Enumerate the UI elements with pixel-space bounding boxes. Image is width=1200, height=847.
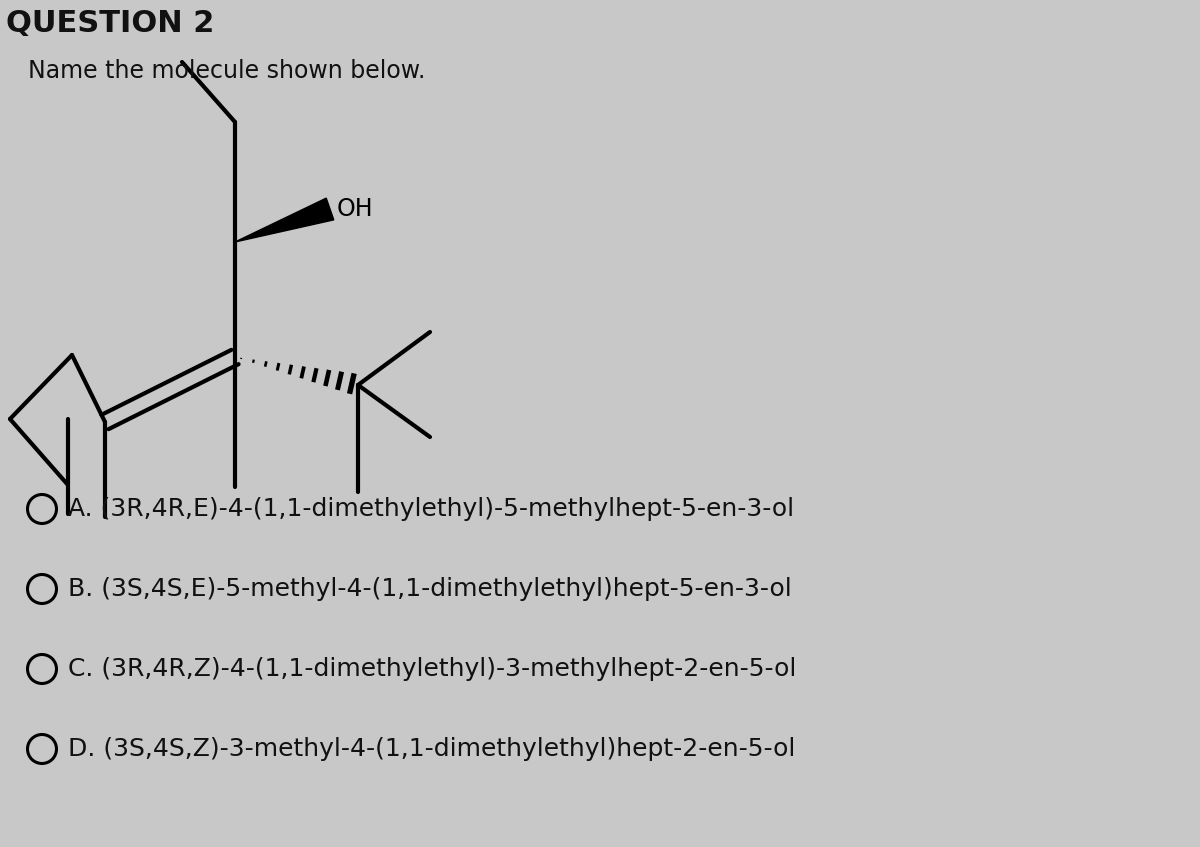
Text: A. (3R,4R,E)-4-(1,1-dimethylethyl)-5-methylhept-5-en-3-ol: A. (3R,4R,E)-4-(1,1-dimethylethyl)-5-met… — [68, 497, 794, 521]
Text: OH: OH — [337, 197, 373, 221]
Text: D. (3S,4S,Z)-3-methyl-4-(1,1-dimethylethyl)hept-2-en-5-ol: D. (3S,4S,Z)-3-methyl-4-(1,1-dimethyleth… — [68, 737, 796, 761]
Text: QUESTION 2: QUESTION 2 — [6, 9, 215, 38]
Text: C. (3R,4R,Z)-4-(1,1-dimethylethyl)-3-methylhept-2-en-5-ol: C. (3R,4R,Z)-4-(1,1-dimethylethyl)-3-met… — [68, 657, 797, 681]
Text: Name the molecule shown below.: Name the molecule shown below. — [28, 59, 425, 83]
Polygon shape — [235, 198, 334, 242]
Text: B. (3S,4S,E)-5-methyl-4-(1,1-dimethylethyl)hept-5-en-3-ol: B. (3S,4S,E)-5-methyl-4-(1,1-dimethyleth… — [68, 577, 792, 601]
